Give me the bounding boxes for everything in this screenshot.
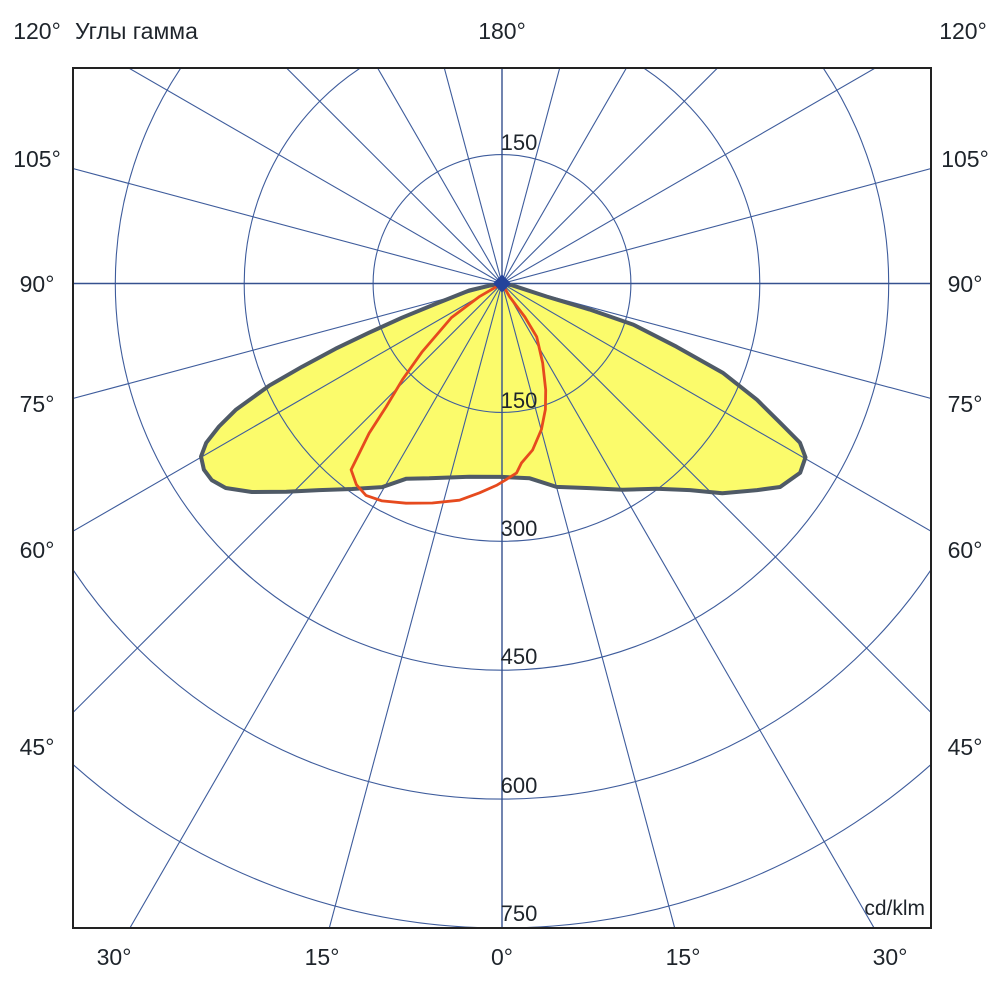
- grid-ray-45: [501, 283, 930, 713]
- radial-tick-label-150: 150: [501, 388, 538, 413]
- gamma-angle-label-top-right: 120°: [939, 18, 987, 44]
- grid-ray-165: [501, 69, 561, 284]
- radial-tick-label-300: 300: [501, 516, 538, 541]
- yellow-intensity-lobe-outline: [199, 281, 808, 496]
- grid-ray--120: [129, 69, 503, 284]
- gamma-angle-label-right-45: 45°: [948, 734, 983, 760]
- grid-ray-15: [501, 283, 676, 927]
- grid-ray--45: [74, 283, 503, 713]
- grid-ray--15: [328, 283, 503, 927]
- grid-ray--60: [74, 283, 503, 532]
- radial-tick-label-150-top: 150: [501, 130, 538, 155]
- gamma-angle-label-bottom-30L: 30°: [97, 944, 132, 970]
- grid-ray-150: [501, 69, 627, 284]
- chart-title: Углы гамма: [75, 18, 198, 44]
- grid-ray--30: [129, 283, 503, 927]
- grid-ray--150: [377, 69, 503, 284]
- gamma-angle-label-bottom-0: 0°: [491, 944, 513, 970]
- gamma-angle-label-left-75: 75°: [20, 391, 55, 417]
- gamma-angle-label-right-90: 90°: [948, 271, 983, 297]
- gamma-angle-label-bottom-15R: 15°: [666, 944, 701, 970]
- grid-ray--75: [74, 282, 503, 399]
- gamma-angle-label-right-75: 75°: [948, 391, 983, 417]
- grid-ray-60: [501, 283, 930, 532]
- radial-tick-label-450: 450: [501, 644, 538, 669]
- gamma-angle-label-bottom-15L: 15°: [305, 944, 340, 970]
- gamma-angle-label-bottom-30R: 30°: [873, 944, 908, 970]
- gamma-angle-label-left-45: 45°: [20, 734, 55, 760]
- grid-ray-105: [501, 168, 930, 285]
- plot-border: [72, 67, 932, 929]
- grid-ray--105: [74, 168, 503, 285]
- radial-tick-label-750: 750: [501, 901, 538, 926]
- radial-tick-label-600: 600: [501, 773, 538, 798]
- gamma-angle-label-left-105: 105°: [13, 146, 61, 172]
- unit-label: cd/klm: [864, 897, 925, 920]
- grid-ray--135: [286, 69, 503, 284]
- gamma-angle-label-right-60: 60°: [948, 537, 983, 563]
- polar-grid: [74, 69, 930, 927]
- origin-diamond-marker: [493, 274, 511, 293]
- gamma-angle-label-right-105: 105°: [941, 146, 989, 172]
- grid-ray-135: [501, 69, 718, 284]
- grid-ray--165: [443, 69, 503, 284]
- gamma-angle-label-left-60: 60°: [20, 537, 55, 563]
- red-intensity-curve: [349, 282, 548, 505]
- grid-ray-120: [501, 69, 875, 284]
- gamma-angle-label-left-90: 90°: [20, 271, 55, 297]
- gamma-angle-label-top-center: 180°: [478, 18, 526, 44]
- grid-ray-30: [501, 283, 875, 927]
- gamma-angle-label-top-left: 120°: [13, 18, 61, 44]
